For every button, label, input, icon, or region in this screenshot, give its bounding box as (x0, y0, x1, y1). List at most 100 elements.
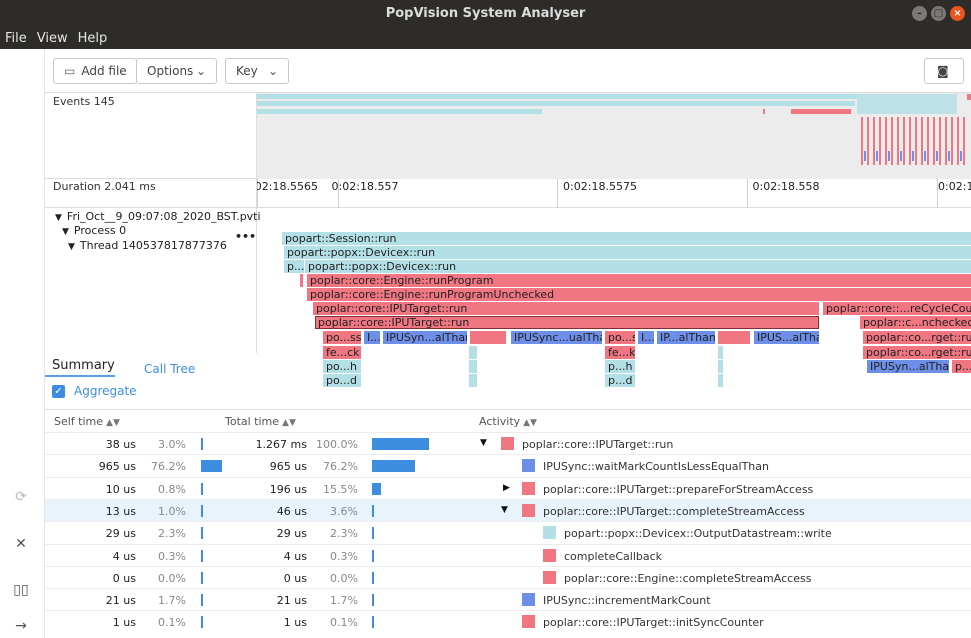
flame-block[interactable]: popart::popx::Devicex::run (284, 246, 971, 259)
table-row[interactable]: 29 us 2.3% 29 us 2.3% popart::popx::Devicex:… (45, 521, 971, 543)
axis-ticks[interactable]: 0:02:18.5565 0:02:18.557 0:02:18.5575 0:… (257, 179, 971, 208)
screenshot-button[interactable]: ◙ (924, 58, 964, 84)
triangle-down-icon: ▼ (62, 227, 69, 237)
flame-block[interactable]: p... (284, 260, 304, 273)
flame-block[interactable]: p...h (605, 360, 635, 373)
tree-file[interactable]: ▼ Fri_Oct__9_09:07:08_2020_BST.pvti (55, 210, 261, 223)
total-pct: 0.3% (330, 549, 358, 563)
flame-block[interactable]: IPUSync...ualThan (511, 331, 602, 344)
total-time: 196 us (269, 482, 307, 496)
menu-view[interactable]: View (36, 31, 68, 46)
tree-process[interactable]: ▼ Process 0 (62, 224, 126, 237)
tree-thread[interactable]: ▼ Thread 140537817877376 (68, 239, 227, 252)
tab-call-tree[interactable]: Call Tree (144, 362, 196, 376)
flame-block[interactable] (469, 346, 477, 359)
flame-block[interactable]: poplar::core::Engine::runProgramUnchecke… (307, 288, 971, 301)
table-row[interactable]: 1 us 0.1% 1 us 0.1% poplar::core::IPUTarget:… (45, 610, 971, 632)
table-row[interactable]: 21 us 1.7% 21 us 1.7% IPUSync::incrementMark… (45, 588, 971, 610)
flame-block[interactable]: poplar::c...nchecked (860, 316, 971, 329)
options-button[interactable]: Options ⌄ (136, 58, 217, 84)
expand-down-icon[interactable]: ▼ (480, 438, 487, 448)
flame-block[interactable] (300, 274, 303, 287)
table-row[interactable]: 38 us 3.0% 1.267 ms 100.0% ▼ poplar::core::IP… (45, 432, 971, 454)
self-time: 1 us (112, 616, 136, 630)
flame-block[interactable]: p... (952, 360, 971, 373)
flame-block[interactable] (718, 331, 750, 344)
table-row[interactable]: 10 us 0.8% 196 us 15.5% ▶ poplar::core::IPUTa… (45, 476, 971, 499)
flame-block[interactable]: po...ss (323, 331, 361, 344)
flame-block[interactable]: p...d (605, 374, 635, 387)
checkbox-checked-icon[interactable]: ✓ (52, 384, 65, 398)
flame-block[interactable]: po...h (323, 360, 361, 373)
activity-color-swatch (543, 548, 556, 562)
table-row[interactable]: 4 us 0.3% 4 us 0.3% completeCallback (45, 543, 971, 566)
menu-file[interactable]: File (5, 31, 27, 46)
more-icon[interactable]: ••• (235, 230, 257, 243)
total-pct: 0.1% (330, 616, 358, 630)
activity-name: IPUSync::incrementMarkCount (543, 594, 711, 608)
flame-block[interactable] (718, 346, 723, 359)
flame-block[interactable]: fe...k (605, 346, 635, 359)
close-file-icon[interactable]: ✕ (15, 536, 27, 552)
key-button[interactable]: Key ⌄ (225, 58, 289, 84)
header-total-time[interactable]: Total time ▲▼ (225, 415, 296, 428)
add-file-button[interactable]: ▭ Add file (53, 58, 137, 84)
overview-timeline[interactable] (257, 93, 971, 179)
flame-block[interactable]: IPUSyn...alThan (383, 331, 467, 344)
tab-underline (45, 375, 115, 377)
header-self-time[interactable]: Self time ▲▼ (54, 415, 120, 428)
triangle-down-icon: ▼ (55, 213, 62, 223)
book-icon[interactable]: ▯▯ (13, 582, 29, 598)
thread-name: Thread 140537817877376 (79, 239, 227, 252)
tick-label: 0:02:18.5565 (257, 180, 318, 193)
flame-block[interactable] (469, 374, 477, 387)
flame-block-selected[interactable]: poplar::core::IPUTarget::run (315, 316, 819, 329)
flame-block[interactable] (470, 331, 506, 344)
aggregate-toggle[interactable]: ✓ Aggregate (52, 384, 137, 398)
arrow-right-icon[interactable]: → (15, 618, 27, 634)
flame-block[interactable]: I... (364, 331, 380, 344)
flame-block[interactable] (718, 360, 723, 373)
table-row[interactable]: 965 us 76.2% 965 us 76.2% IPUSync::waitMarkC… (45, 454, 971, 476)
maximize-icon[interactable]: □ (931, 6, 946, 21)
flame-block[interactable]: I... (638, 331, 654, 344)
flame-block[interactable] (469, 360, 477, 373)
header-activity[interactable]: Activity ▲▼ (479, 415, 537, 428)
flame-block[interactable]: poplar::co...rget::run (863, 346, 971, 359)
self-time: 965 us (98, 460, 136, 474)
minimize-icon[interactable]: – (912, 6, 927, 21)
activity-name: poplar::core::Engine::completeStreamAcce… (564, 571, 812, 585)
refresh-icon[interactable]: ⟳ (15, 489, 27, 505)
activity-name: popart::popx::Devicex::OutputDatastream:… (564, 527, 832, 541)
table-row[interactable]: 0 us 0.0% 0 us 0.0% poplar::core::Engine::co… (45, 565, 971, 588)
flame-block[interactable]: IPUSyn...alThan (867, 360, 949, 373)
title-bar: PopVision System Analyser – □ × (0, 0, 971, 27)
self-bar (201, 549, 203, 562)
add-file-label: Add file (81, 64, 127, 78)
flame-block[interactable] (718, 374, 723, 387)
flame-block[interactable]: fe...ck (323, 346, 361, 359)
flame-block[interactable]: popart::Session::run (282, 232, 971, 245)
flame-block[interactable]: poplar::core::...reCycleCounts (823, 302, 971, 315)
flame-block[interactable]: po...ss (605, 331, 635, 344)
header-total-label: Total time (225, 415, 280, 428)
flame-block[interactable]: poplar::core::IPUTarget::run (313, 302, 819, 315)
flame-block[interactable]: poplar::co...rget::run (863, 331, 971, 344)
table-row[interactable]: 13 us 1.0% 46 us 3.6% ▼ poplar::core::IPUTarg… (45, 498, 971, 521)
flame-block[interactable]: poplar::core::Engine::runProgram (307, 274, 971, 287)
flame-graph[interactable]: popart::Session::run popart::popx::Devic… (257, 208, 971, 400)
flame-block[interactable]: po...d (323, 374, 361, 387)
menu-bar: File View Help (0, 27, 971, 49)
flame-block[interactable]: popart::popx::Devicex::run (305, 260, 971, 273)
flame-block[interactable]: IPUS...alThan (754, 331, 819, 344)
self-pct: 0.3% (158, 549, 186, 563)
sort-icon: ▲▼ (106, 418, 120, 428)
expand-down-icon[interactable]: ▼ (501, 504, 508, 515)
menu-help[interactable]: Help (77, 31, 108, 46)
expand-right-icon[interactable]: ▶ (503, 482, 510, 493)
flame-block[interactable]: IP...alThan (657, 331, 715, 344)
tab-summary[interactable]: Summary (52, 358, 115, 373)
overview-panel: Events 145 (45, 93, 971, 179)
activity-name: poplar::core::IPUTarget::completeStreamA… (543, 504, 805, 518)
close-icon[interactable]: × (950, 6, 965, 21)
